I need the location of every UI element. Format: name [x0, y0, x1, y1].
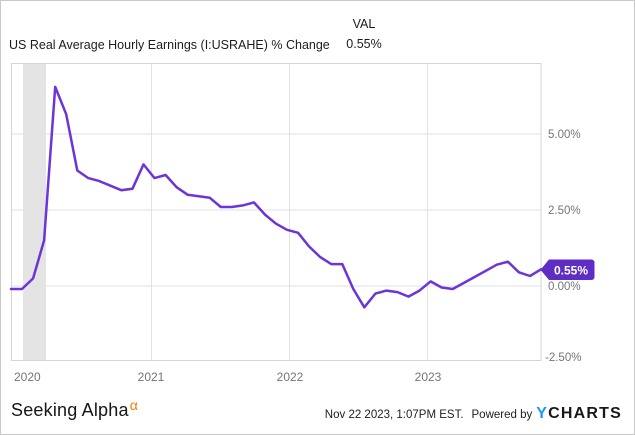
x-tick-label-2021: 2021: [138, 370, 165, 384]
recession-band: [23, 63, 46, 360]
y-tick-label-5: 5.00%: [548, 129, 581, 141]
y-tick-label-2-5: 2.50%: [548, 205, 581, 217]
ycharts-logo-y: Y: [536, 405, 549, 422]
last-value-badge-label: 0.55%: [554, 263, 588, 277]
val-column-header: VAL: [352, 17, 376, 31]
series-line: [9, 85, 543, 309]
seeking-alpha-wordmark: Seeking Alpha: [11, 400, 129, 420]
timestamp: Nov 22 2023, 1:07PM EST.: [324, 409, 464, 421]
y-tick-label-0: 0.00%: [548, 281, 581, 293]
ycharts-logo: YCHARTS: [536, 405, 622, 423]
value-column: VAL 0.55%: [337, 17, 391, 51]
ycharts-logo-charts: CHARTS: [548, 405, 622, 422]
seeking-alpha-logo: Seeking Alphaα: [11, 397, 138, 421]
plot-border: [11, 63, 542, 361]
x-tick-label-2022: 2022: [277, 370, 304, 384]
alpha-superscript-icon: α: [129, 397, 138, 413]
footer-attribution: Nov 22 2023, 1:07PM EST. Powered by YCHA…: [325, 405, 622, 423]
y-tick-label-neg2-5: -2.50%: [545, 352, 581, 364]
x-tick-label-2020: 2020: [14, 370, 41, 384]
val-column-value: 0.55%: [346, 37, 382, 51]
powered-by-label: Powered by: [471, 409, 533, 421]
chart-title: US Real Average Hourly Earnings (I:USRAH…: [9, 38, 330, 52]
last-value-badge: [540, 259, 595, 280]
x-tick-label-2023: 2023: [415, 370, 442, 384]
